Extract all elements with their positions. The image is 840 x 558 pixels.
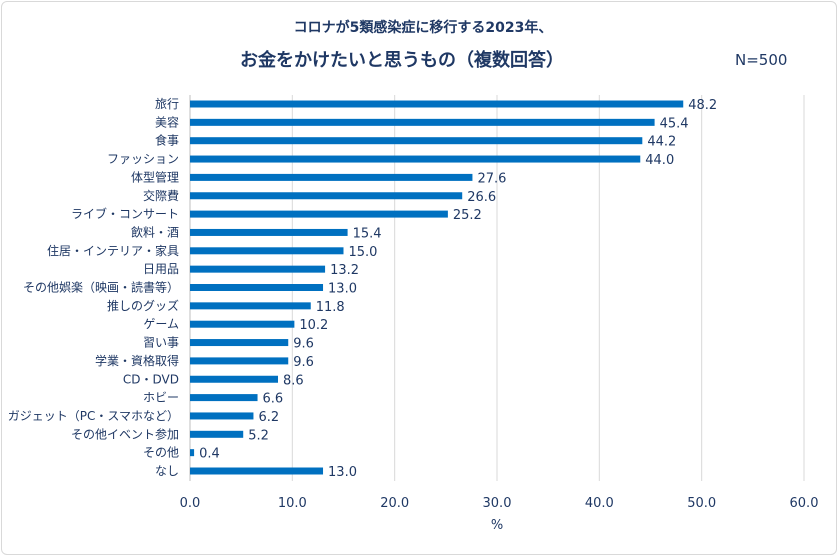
bar bbox=[190, 155, 641, 163]
bar bbox=[190, 173, 473, 181]
category-label: 学業・資格取得 bbox=[95, 353, 179, 368]
bar bbox=[190, 412, 254, 420]
data-label: 25.2 bbox=[453, 208, 482, 223]
data-label: 15.4 bbox=[353, 226, 382, 241]
data-label: 9.6 bbox=[293, 355, 314, 370]
bar bbox=[190, 137, 643, 145]
category-label: その他イベント参加 bbox=[71, 426, 179, 441]
category-label: 食事 bbox=[155, 133, 179, 148]
x-tick-label: 50.0 bbox=[687, 496, 716, 511]
category-label: ファッション bbox=[107, 152, 179, 166]
x-tick-label: 60.0 bbox=[790, 496, 819, 511]
bar bbox=[190, 357, 289, 365]
category-label: ライブ・コンサート bbox=[71, 206, 179, 221]
x-tick-label: 0.0 bbox=[180, 496, 201, 511]
category-label: その他 bbox=[143, 446, 179, 460]
category-label: なし bbox=[155, 464, 179, 478]
category-label: 日用品 bbox=[143, 262, 179, 276]
category-label: 旅行 bbox=[155, 97, 179, 111]
data-label: 15.0 bbox=[349, 245, 378, 260]
bar bbox=[190, 284, 324, 291]
bar bbox=[190, 100, 684, 108]
category-label: 推しのグッズ bbox=[107, 298, 179, 313]
data-label: 11.8 bbox=[316, 300, 345, 315]
category-label: ゲーム bbox=[143, 317, 179, 331]
data-label: 5.2 bbox=[248, 428, 269, 443]
chart-title: コロナが5類感染症に移行する2023年、 bbox=[293, 20, 553, 36]
x-tick-label: 20.0 bbox=[380, 496, 409, 511]
category-label: 美容 bbox=[155, 114, 179, 129]
data-label: 10.2 bbox=[299, 318, 328, 333]
category-label: ガジェット（PC・スマホなど） bbox=[8, 409, 179, 423]
chart-subtitle: お金をかけたいと思うもの（複数回答） bbox=[240, 50, 564, 71]
data-label: 45.4 bbox=[660, 116, 689, 131]
bar bbox=[190, 118, 655, 126]
data-label: 0.4 bbox=[199, 447, 220, 462]
bar bbox=[190, 302, 311, 310]
bar bbox=[190, 394, 258, 402]
category-label: ホビー bbox=[143, 391, 179, 405]
x-tick-label: 30.0 bbox=[483, 496, 512, 511]
data-label: 9.6 bbox=[293, 337, 314, 352]
bar bbox=[190, 247, 344, 255]
data-label: 44.0 bbox=[645, 153, 674, 168]
data-label: 13.0 bbox=[328, 465, 357, 480]
category-label: 交際費 bbox=[143, 188, 179, 203]
category-label: 住居・インテリア・家具 bbox=[47, 243, 179, 258]
bar bbox=[190, 375, 279, 383]
data-label: 13.0 bbox=[328, 282, 357, 297]
data-label: 13.2 bbox=[330, 263, 359, 278]
bar bbox=[190, 192, 463, 200]
bar bbox=[190, 430, 244, 438]
bar bbox=[190, 339, 289, 347]
data-label: 8.6 bbox=[283, 373, 304, 388]
category-label: その他娯楽（映画・読書等） bbox=[23, 280, 179, 295]
data-label: 27.6 bbox=[477, 171, 506, 186]
data-label: 44.2 bbox=[647, 135, 676, 150]
data-label: 6.2 bbox=[258, 410, 279, 425]
category-label: 飲料・酒 bbox=[131, 224, 179, 239]
x-tick-label: 40.0 bbox=[585, 496, 614, 511]
bar bbox=[190, 320, 295, 328]
data-label: 48.2 bbox=[688, 98, 717, 113]
x-axis-label: % bbox=[491, 518, 503, 533]
category-label: 習い事 bbox=[143, 336, 179, 350]
bar bbox=[190, 228, 348, 236]
bar bbox=[190, 265, 326, 273]
bar bbox=[190, 449, 195, 457]
data-label: 26.6 bbox=[467, 190, 496, 205]
bar bbox=[190, 210, 448, 218]
bar bbox=[190, 467, 324, 475]
category-label: CD・DVD bbox=[123, 372, 179, 386]
data-label: 6.6 bbox=[263, 392, 284, 407]
x-tick-label: 10.0 bbox=[278, 496, 307, 511]
category-label: 体型管理 bbox=[131, 169, 179, 184]
sample-size: N=500 bbox=[735, 51, 788, 69]
